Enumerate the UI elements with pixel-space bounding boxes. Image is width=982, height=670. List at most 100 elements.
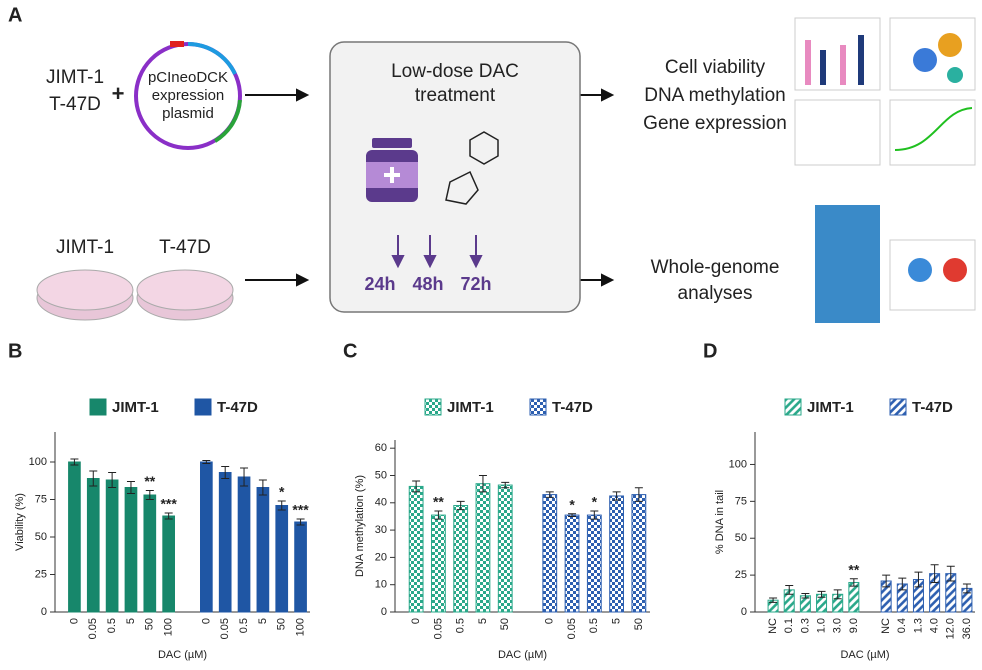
cell-line: JIMT-1 [46,67,104,88]
x-tick-label: 50 [276,618,288,630]
treatment-title: treatment [415,85,496,106]
legend-label: T-47D [912,399,953,416]
x-tick-label: 0.05 [566,618,578,639]
x-tick-label: 3.0 [832,618,844,633]
error-bar [882,574,891,588]
output: Gene expression [643,113,787,134]
treatment-box [329,41,581,313]
legend-label: JIMT-1 [112,399,159,416]
bar [586,514,602,613]
error-bar [930,564,939,583]
x-tick-label: 0 [200,618,212,624]
x-tick-label: 5 [125,618,137,624]
x-tick-label: 0.4 [896,618,908,633]
error-bar [568,513,577,517]
error-bar [898,577,907,591]
error-bar [833,589,842,600]
error-bar [164,512,173,520]
panel-label: C [343,340,357,362]
bar [105,479,119,613]
error-bar [258,479,267,496]
error-bar [817,590,826,598]
time-point: 24h [364,274,395,294]
error-bar [785,584,794,595]
x-tick-label: 1.3 [912,618,924,633]
y-tick-label: 25 [35,568,47,580]
petri-dishes [36,269,234,321]
panel-label: A [8,4,22,26]
x-tick-label: 1.0 [815,618,827,633]
bar [564,514,580,613]
y-tick-label: 75 [35,493,47,505]
bar [218,472,232,613]
significance: ** [144,473,155,489]
error-bar [545,491,554,498]
y-tick-label: 50 [35,531,47,543]
error-bar [612,491,621,501]
cell-line: T-47D [159,237,211,258]
time-point: 48h [412,274,443,294]
y-tick-label: 60 [375,442,387,454]
error-bar [145,490,154,500]
molecule [445,131,499,205]
y-tick-label: 50 [735,532,747,544]
x-tick-label: 50 [499,618,511,630]
y-tick-label: 0 [381,606,387,618]
significance: * [592,494,598,510]
cell-line: T-47D [49,94,101,115]
legend-swatch [889,398,907,416]
y-axis-label: Viability (%) [14,493,26,551]
x-tick-label: 0 [410,618,422,624]
x-tick-label: 50 [633,618,645,630]
bar [453,505,469,613]
drug-bottle [366,138,418,202]
error-bar [769,597,778,603]
error-bar [412,480,421,493]
significance: *** [292,502,309,518]
bar [237,476,251,613]
panel-label: B [8,340,22,362]
x-tick-label: 0.3 [799,618,811,633]
x-axis-label: DAC (µM) [840,649,889,661]
legend-label: JIMT-1 [807,399,854,416]
x-tick-label: 5 [477,618,489,624]
x-tick-label: 0.5 [455,618,467,633]
x-axis-label: DAC (µM) [158,649,207,661]
bar [408,485,424,613]
output: Whole-genome [651,257,780,278]
time-arrows [391,235,483,269]
y-axis-label: DNA methylation (%) [354,475,366,577]
bar [86,478,100,613]
bar [124,487,138,613]
error-bar [914,571,923,588]
x-tick-label: 100 [294,618,306,636]
y-tick-label: 0 [41,606,47,618]
bar [275,505,289,613]
error-bar [962,583,971,594]
plus: + [112,81,125,106]
y-tick-label: 30 [375,524,387,536]
y-tick-label: 10 [375,579,387,591]
y-tick-label: 50 [375,469,387,481]
legend-swatch [424,398,442,416]
x-tick-label: 9.0 [848,618,860,633]
plasmid-icon [134,41,242,150]
x-tick-label: 5 [610,618,622,624]
bar [256,487,270,613]
bar [68,461,81,613]
plasmid-label: expression [152,87,225,104]
error-bar [478,474,487,493]
x-axis-label: DAC (µM) [498,649,547,661]
significance: ** [848,562,859,578]
error-bar [89,470,98,487]
y-tick-label: 100 [29,456,47,468]
x-tick-label: NC [767,618,779,634]
bar [294,521,307,613]
error-bar [202,460,211,464]
legend-label: T-47D [552,399,593,416]
bar [162,515,175,613]
bar [431,514,446,613]
x-tick-label: 0.05 [87,618,99,639]
x-tick-label: 0.05 [219,618,231,639]
